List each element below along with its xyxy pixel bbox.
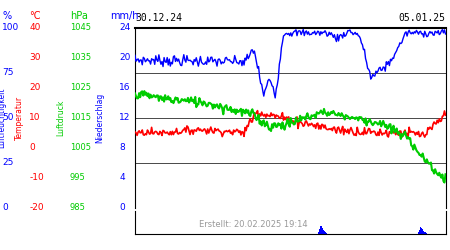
Text: 0: 0 bbox=[119, 203, 125, 212]
Bar bbox=[319, 229, 320, 234]
Text: 1005: 1005 bbox=[70, 143, 91, 152]
Text: 0: 0 bbox=[2, 203, 8, 212]
Text: 24: 24 bbox=[119, 23, 130, 32]
Bar bbox=[322, 230, 324, 234]
Bar bbox=[320, 226, 322, 234]
Text: 25: 25 bbox=[2, 158, 13, 167]
Text: Erstellt: 20.02.2025 19:14: Erstellt: 20.02.2025 19:14 bbox=[199, 220, 307, 229]
Text: Luftdruck: Luftdruck bbox=[56, 99, 65, 136]
Text: 20: 20 bbox=[119, 53, 130, 62]
Text: 16: 16 bbox=[119, 83, 131, 92]
Text: °C: °C bbox=[29, 11, 41, 21]
Text: -10: -10 bbox=[29, 173, 44, 182]
Text: 10: 10 bbox=[29, 113, 41, 122]
Text: Luftfeuchtigkeit: Luftfeuchtigkeit bbox=[0, 87, 6, 148]
Text: 8: 8 bbox=[119, 143, 125, 152]
Text: 1015: 1015 bbox=[70, 113, 91, 122]
Text: 1035: 1035 bbox=[70, 53, 91, 62]
Text: 4: 4 bbox=[119, 173, 125, 182]
Bar bbox=[324, 232, 326, 234]
Bar bbox=[423, 231, 424, 234]
Text: 50: 50 bbox=[2, 113, 14, 122]
Text: hPa: hPa bbox=[70, 11, 88, 21]
Bar bbox=[421, 228, 423, 234]
Bar bbox=[321, 228, 323, 234]
Text: Niederschlag: Niederschlag bbox=[95, 92, 104, 143]
Bar bbox=[323, 231, 325, 234]
Text: Temperatur: Temperatur bbox=[15, 96, 24, 140]
Text: %: % bbox=[2, 11, 11, 21]
Text: mm/h: mm/h bbox=[110, 11, 139, 21]
Bar bbox=[419, 230, 420, 234]
Text: 995: 995 bbox=[70, 173, 86, 182]
Text: 20: 20 bbox=[29, 83, 40, 92]
Text: -20: -20 bbox=[29, 203, 44, 212]
Bar bbox=[318, 232, 320, 234]
Bar bbox=[422, 229, 423, 234]
Text: 40: 40 bbox=[29, 23, 40, 32]
Bar bbox=[325, 233, 327, 234]
Bar bbox=[418, 232, 419, 234]
Text: 12: 12 bbox=[119, 113, 130, 122]
Text: 985: 985 bbox=[70, 203, 86, 212]
Text: 1045: 1045 bbox=[70, 23, 91, 32]
Text: 30: 30 bbox=[29, 53, 41, 62]
Text: 75: 75 bbox=[2, 68, 14, 77]
Text: 05.01.25: 05.01.25 bbox=[399, 13, 446, 23]
Text: 30.12.24: 30.12.24 bbox=[135, 13, 182, 23]
Bar bbox=[424, 232, 426, 234]
Bar bbox=[425, 233, 427, 234]
Bar bbox=[420, 227, 421, 234]
Text: 1025: 1025 bbox=[70, 83, 91, 92]
Text: 100: 100 bbox=[2, 23, 19, 32]
Text: 0: 0 bbox=[29, 143, 35, 152]
